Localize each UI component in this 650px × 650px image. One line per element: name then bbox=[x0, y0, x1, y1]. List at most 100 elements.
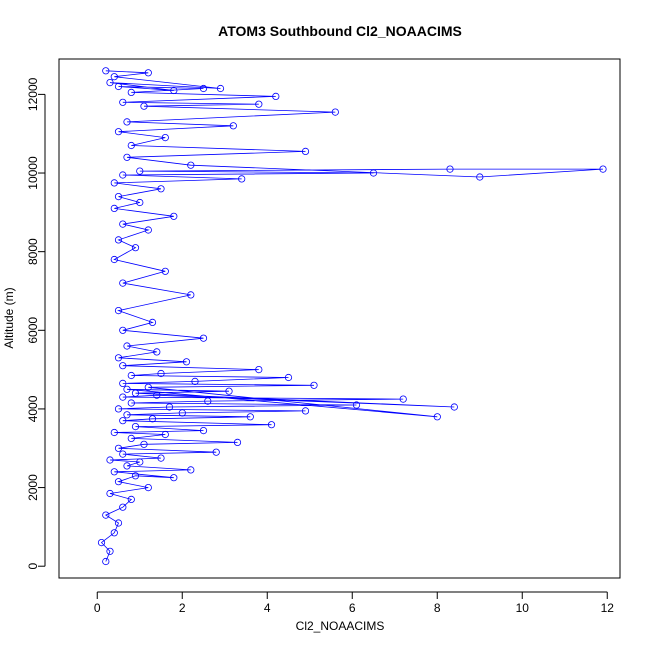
data-point bbox=[127, 141, 135, 150]
data-point bbox=[106, 79, 114, 87]
data-point bbox=[119, 393, 127, 401]
data-point bbox=[216, 84, 225, 93]
data-point bbox=[136, 198, 144, 207]
data-point bbox=[127, 371, 135, 380]
data-point bbox=[114, 82, 123, 91]
data-point bbox=[119, 171, 127, 179]
data-point bbox=[187, 291, 195, 299]
data-point bbox=[131, 389, 140, 397]
data-point bbox=[229, 122, 237, 130]
data-point bbox=[119, 417, 127, 425]
data-point bbox=[433, 413, 441, 421]
data-point bbox=[246, 413, 254, 421]
data-point bbox=[110, 428, 118, 437]
data-point bbox=[114, 478, 123, 486]
data-point bbox=[123, 385, 131, 393]
data-point bbox=[106, 547, 114, 555]
data-point bbox=[144, 383, 152, 391]
data-point bbox=[310, 381, 318, 389]
data-point bbox=[123, 342, 131, 350]
data-layer bbox=[97, 67, 607, 566]
data-point bbox=[140, 102, 148, 110]
y-tick-label: 8000 bbox=[26, 238, 40, 265]
data-point bbox=[131, 472, 140, 480]
data-point bbox=[157, 185, 165, 193]
data-point bbox=[144, 483, 152, 492]
data-point bbox=[110, 529, 118, 537]
series-line bbox=[100, 70, 604, 562]
data-point bbox=[191, 377, 199, 385]
data-point bbox=[127, 434, 135, 442]
data-point bbox=[148, 318, 157, 326]
data-point bbox=[255, 365, 263, 374]
data-point bbox=[114, 128, 123, 136]
data-point bbox=[106, 456, 114, 464]
data-point bbox=[136, 167, 144, 175]
y-axis-title: Altitude (m) bbox=[2, 287, 16, 348]
data-point bbox=[102, 511, 110, 519]
data-point bbox=[110, 73, 118, 81]
x-tick-label: 4 bbox=[264, 601, 271, 615]
chart-title: ATOM3 Southbound Cl2_NOAACIMS bbox=[218, 23, 462, 39]
y-tick-label: 10000 bbox=[26, 156, 40, 190]
data-point bbox=[284, 373, 293, 382]
data-point bbox=[161, 267, 169, 275]
data-point bbox=[233, 438, 242, 446]
data-point bbox=[106, 489, 114, 498]
data-point bbox=[119, 98, 127, 106]
x-tick-label: 2 bbox=[179, 601, 186, 615]
data-point bbox=[102, 557, 110, 566]
data-point bbox=[165, 403, 174, 411]
data-point bbox=[153, 348, 161, 356]
y-tick-label: 6000 bbox=[26, 317, 40, 344]
data-point bbox=[144, 69, 152, 77]
data-point bbox=[114, 405, 123, 413]
y-axis: 0 2000 4000 6000 8000 10000 12000 bbox=[26, 77, 46, 570]
data-point bbox=[170, 86, 178, 95]
data-point bbox=[212, 448, 220, 456]
data-point bbox=[114, 306, 123, 315]
data-point bbox=[114, 354, 123, 362]
data-point bbox=[110, 468, 118, 476]
data-point bbox=[199, 334, 208, 342]
data-point bbox=[119, 503, 127, 511]
data-point bbox=[199, 84, 208, 93]
data-point bbox=[123, 411, 131, 419]
data-point bbox=[119, 362, 127, 370]
x-tick-label: 0 bbox=[94, 601, 101, 615]
data-point bbox=[119, 220, 127, 228]
data-point bbox=[110, 204, 118, 212]
data-point bbox=[267, 421, 276, 429]
data-point bbox=[301, 407, 310, 415]
data-point bbox=[352, 401, 361, 409]
data-point bbox=[119, 326, 127, 334]
data-point bbox=[119, 450, 127, 458]
data-point bbox=[114, 519, 123, 527]
y-tick-label: 4000 bbox=[26, 395, 40, 422]
data-point bbox=[127, 399, 135, 407]
data-point bbox=[187, 466, 195, 474]
data-point bbox=[161, 134, 169, 142]
data-point bbox=[123, 153, 131, 161]
data-point bbox=[170, 212, 178, 220]
data-point bbox=[204, 397, 212, 405]
data-point bbox=[123, 118, 131, 126]
data-point bbox=[131, 422, 140, 431]
data-point bbox=[331, 108, 339, 116]
data-point bbox=[225, 387, 233, 395]
x-tick-label: 10 bbox=[516, 601, 530, 615]
x-axis: 0 2 4 6 8 10 12 bbox=[94, 591, 614, 615]
data-point bbox=[182, 358, 191, 366]
plot-frame bbox=[58, 58, 621, 579]
data-point bbox=[161, 430, 169, 439]
data-point bbox=[114, 444, 123, 452]
data-point bbox=[450, 403, 458, 411]
data-point bbox=[119, 279, 127, 287]
data-point bbox=[114, 236, 123, 244]
data-point bbox=[255, 100, 263, 108]
data-point bbox=[114, 193, 123, 201]
data-point bbox=[170, 474, 178, 482]
data-point bbox=[148, 415, 157, 423]
data-point bbox=[144, 226, 152, 234]
